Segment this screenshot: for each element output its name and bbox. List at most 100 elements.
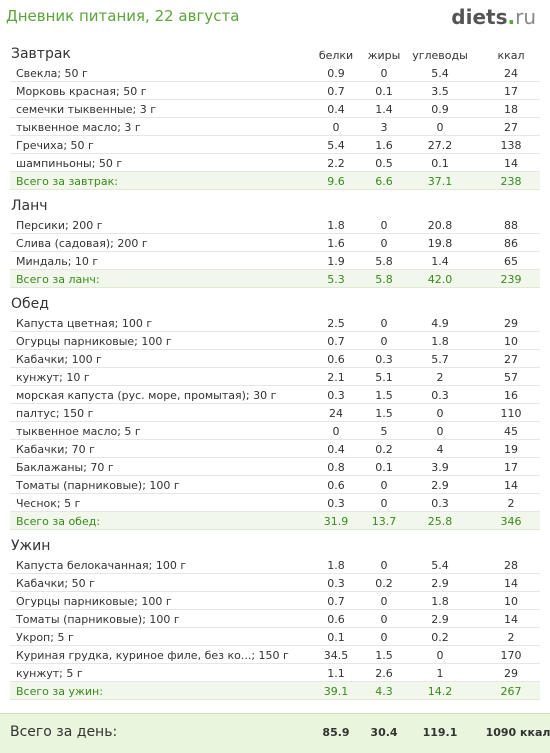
cell-protein: 0 (332, 425, 340, 438)
row-background (10, 100, 540, 118)
food-row[interactable]: Баклажаны; 70 г 0.8 0.1 3.9 17 (0, 458, 550, 476)
food-row[interactable]: Томаты (парниковые); 100 г 0.6 0 2.9 14 (0, 610, 550, 628)
section-header: Ужин (0, 530, 550, 556)
row-background (10, 252, 540, 270)
cell-protein: 34.5 (323, 649, 349, 662)
cell-carbs: 4.9 (431, 317, 449, 330)
food-row[interactable]: Морковь красная; 50 г 0.7 0.1 3.5 17 (0, 82, 550, 100)
food-row[interactable]: Куриная грудка, куриное филе, без ко...;… (0, 646, 550, 664)
food-row[interactable]: Чеснок; 5 г 0.3 0 0.3 2 (0, 494, 550, 512)
cell-carbs: 25.8 (427, 515, 453, 528)
food-name: Свекла; 50 г (16, 67, 88, 80)
cell-kcal: 238 (500, 175, 522, 188)
logo-tld: ru (515, 5, 536, 29)
food-name: морская капуста (рус. море, промытая); 3… (16, 389, 277, 402)
cell-carbs: 20.8 (427, 219, 453, 232)
food-name: Миндаль; 10 г (16, 255, 99, 268)
diary-table: Завтрак белки жиры углеводы ккал Свекла; 50 г… (0, 44, 550, 700)
row-background (10, 118, 540, 136)
cell-kcal: 14 (504, 479, 518, 492)
cell-carbs: 3.5 (431, 85, 449, 98)
cell-carbs: 0.3 (431, 497, 449, 510)
section-total-row: Всего за ужин: 39.1 4.3 14.2 267 (0, 682, 550, 700)
row-background (10, 592, 540, 610)
cell-fat: 1.5 (375, 407, 393, 420)
food-row[interactable]: Огурцы парниковые; 100 г 0.7 0 1.8 10 (0, 592, 550, 610)
cell-carbs: 1.8 (431, 595, 449, 608)
day-total-protein: 85.9 (322, 726, 350, 739)
cell-kcal: 19 (504, 443, 518, 456)
cell-carbs: 19.8 (427, 237, 453, 250)
food-row[interactable]: Кабачки; 50 г 0.3 0.2 2.9 14 (0, 574, 550, 592)
cell-protein: 0.4 (327, 103, 345, 116)
day-total-label: Всего за день: (10, 724, 118, 740)
food-row[interactable]: Миндаль; 10 г 1.9 5.8 1.4 65 (0, 252, 550, 270)
cell-carbs: 0 (436, 121, 444, 134)
section-total-label: Всего за ланч: (16, 273, 100, 286)
site-logo[interactable]: diets.ru (451, 5, 536, 29)
cell-protein: 0.6 (327, 613, 345, 626)
food-row[interactable]: шампиньоны; 50 г 2.2 0.5 0.1 14 (0, 154, 550, 172)
food-row[interactable]: кунжут; 10 г 2.1 5.1 2 57 (0, 368, 550, 386)
cell-fat: 4.3 (375, 685, 393, 698)
cell-kcal: 14 (504, 157, 518, 170)
food-row[interactable]: палтус; 150 г 24 1.5 0 110 (0, 404, 550, 422)
cell-kcal: 2 (507, 497, 515, 510)
food-row[interactable]: семечки тыквенные; 3 г 0.4 1.4 0.9 18 (0, 100, 550, 118)
food-row[interactable]: тыквенное масло; 3 г 0 3 0 27 (0, 118, 550, 136)
row-background (10, 646, 540, 664)
row-background (10, 664, 540, 682)
food-row[interactable]: Персики; 200 г 1.8 0 20.8 88 (0, 216, 550, 234)
cell-kcal: 24 (504, 67, 518, 80)
food-row[interactable]: Капуста белокачанная; 100 г 1.8 0 5.4 28 (0, 556, 550, 574)
food-name: Кабачки; 100 г (16, 353, 102, 366)
row-background (10, 422, 540, 440)
column-header-kcal: ккал (497, 49, 525, 62)
food-row[interactable]: Огурцы парниковые; 100 г 0.7 0 1.8 10 (0, 332, 550, 350)
cell-protein: 0.7 (327, 595, 345, 608)
food-name: Капуста цветная; 100 г (16, 317, 153, 330)
food-row[interactable]: Укроп; 5 г 0.1 0 0.2 2 (0, 628, 550, 646)
cell-carbs: 0.3 (431, 389, 449, 402)
cell-protein: 0.3 (327, 497, 345, 510)
cell-fat: 0 (380, 479, 388, 492)
section-total-label: Всего за обед: (16, 515, 101, 528)
food-row[interactable]: тыквенное масло; 5 г 0 5 0 45 (0, 422, 550, 440)
section-title: Ужин (11, 538, 51, 554)
cell-carbs: 0.9 (431, 103, 449, 116)
cell-fat: 13.7 (371, 515, 397, 528)
food-row[interactable]: Свекла; 50 г 0.9 0 5.4 24 (0, 64, 550, 82)
cell-fat: 0.1 (375, 461, 393, 474)
row-background (10, 270, 540, 288)
section-title: Обед (11, 296, 49, 312)
food-row[interactable]: Томаты (парниковые); 100 г 0.6 0 2.9 14 (0, 476, 550, 494)
cell-protein: 0.4 (327, 443, 345, 456)
cell-kcal: 138 (500, 139, 522, 152)
cell-kcal: 2 (507, 631, 515, 644)
cell-kcal: 27 (504, 121, 518, 134)
row-background (10, 610, 540, 628)
cell-carbs: 3.9 (431, 461, 449, 474)
cell-protein: 2.1 (327, 371, 345, 384)
cell-carbs: 2.9 (431, 577, 449, 590)
food-name: Морковь красная; 50 г (16, 85, 147, 98)
food-row[interactable]: кунжут; 5 г 1.1 2.6 1 29 (0, 664, 550, 682)
food-name: Укроп; 5 г (16, 631, 74, 644)
food-row[interactable]: Капуста цветная; 100 г 2.5 0 4.9 29 (0, 314, 550, 332)
cell-carbs: 5.7 (431, 353, 449, 366)
cell-kcal: 88 (504, 219, 518, 232)
cell-protein: 1.8 (327, 219, 345, 232)
row-background (10, 628, 540, 646)
food-row[interactable]: Кабачки; 100 г 0.6 0.3 5.7 27 (0, 350, 550, 368)
food-name: тыквенное масло; 3 г (16, 121, 141, 134)
cell-carbs: 0.2 (431, 631, 449, 644)
food-row[interactable]: Слива (садовая); 200 г 1.6 0 19.8 86 (0, 234, 550, 252)
section-total-label: Всего за ужин: (16, 685, 103, 698)
food-name: Огурцы парниковые; 100 г (16, 335, 172, 348)
row-background (10, 332, 540, 350)
food-row[interactable]: Гречиха; 50 г 5.4 1.6 27.2 138 (0, 136, 550, 154)
row-background (10, 350, 540, 368)
food-row[interactable]: Кабачки; 70 г 0.4 0.2 4 19 (0, 440, 550, 458)
food-row[interactable]: морская капуста (рус. море, промытая); 3… (0, 386, 550, 404)
header: Дневник питания, 22 августа diets.ru (0, 0, 550, 36)
